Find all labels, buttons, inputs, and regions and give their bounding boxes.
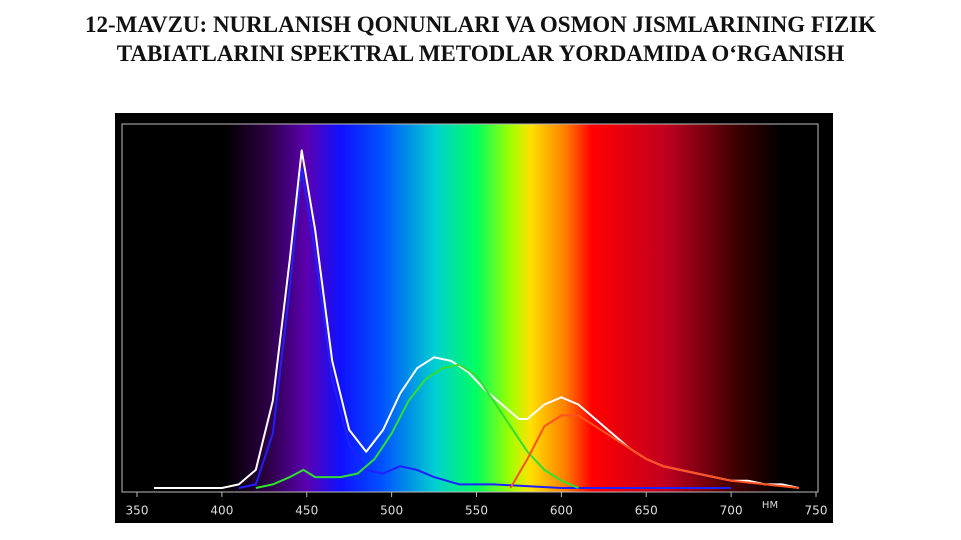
x-unit: HM: [762, 500, 778, 511]
slide-title: 12-MAVZU: NURLANISH QONUNLARI VA OSMON J…: [84, 12, 877, 66]
x-tick-label: 700: [720, 504, 743, 518]
x-tick-label: 500: [380, 504, 403, 518]
x-tick-label: 550: [465, 504, 488, 518]
x-tick-label: 650: [635, 504, 658, 518]
series-line: [255, 363, 579, 489]
x-tick-label: 600: [550, 504, 573, 518]
series-line: [509, 414, 800, 489]
x-tick-label: 400: [210, 504, 233, 518]
plot-frame: [121, 123, 819, 493]
x-tick-label: 350: [126, 504, 149, 518]
series-line: [238, 167, 732, 489]
x-tick-label: 750: [805, 504, 828, 518]
x-tick-label: 450: [295, 504, 318, 518]
spectrum-band: [122, 124, 818, 492]
